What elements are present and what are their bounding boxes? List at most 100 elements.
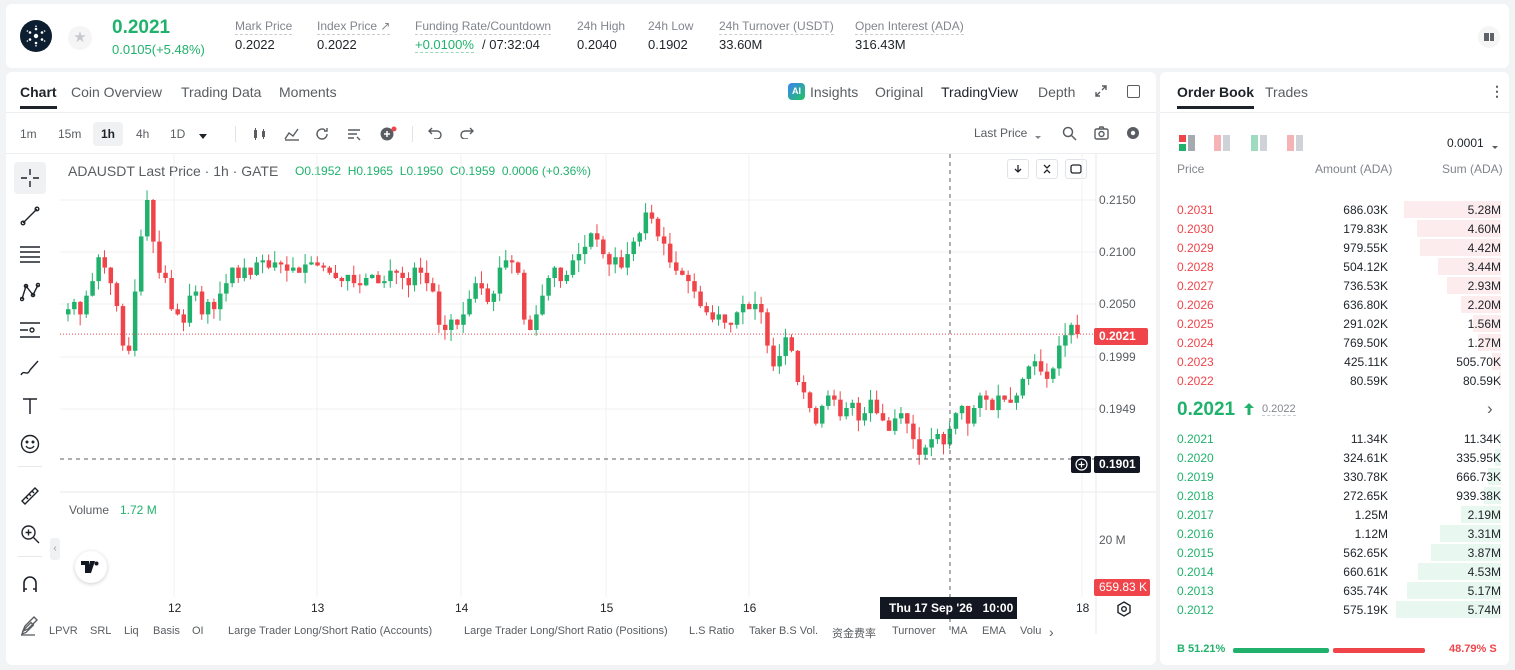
bids-row[interactable]: 0.2017 1.25M 2.19M [1160, 505, 1509, 524]
template-icon[interactable] [347, 127, 361, 144]
zoom-in-icon[interactable] [14, 518, 46, 550]
brush-tool-icon[interactable] [14, 352, 46, 384]
bids-only-view-icon[interactable] [1251, 135, 1267, 154]
bids-row[interactable]: 0.2020 324.61K 335.95K [1160, 448, 1509, 467]
expand-icon[interactable] [1094, 84, 1108, 101]
emoji-tool-icon[interactable] [14, 428, 46, 460]
index-price-label[interactable]: Index Price ↗ [317, 19, 391, 35]
text-tool-icon[interactable] [14, 390, 46, 422]
view-depth[interactable]: Depth [1038, 84, 1076, 100]
indicator-item[interactable]: MA [951, 625, 968, 637]
more-options-icon[interactable]: ⋮ [1490, 83, 1504, 99]
prediction-tool-icon[interactable] [14, 314, 46, 346]
trend-line-tool-icon[interactable] [14, 200, 46, 232]
indicator-item[interactable]: 资金费率 [832, 628, 876, 640]
tab-moments[interactable]: Moments [279, 84, 337, 100]
candlestick-chart[interactable] [60, 154, 1156, 634]
asks-row[interactable]: 0.2026 636.80K 2.20M [1160, 295, 1509, 314]
indicator-item[interactable]: Turnover [892, 625, 936, 637]
view-insights[interactable]: Insights [810, 84, 859, 100]
last-price-select[interactable]: Last Price [974, 126, 1028, 140]
asks-row[interactable]: 0.2025 291.02K 1.56M [1160, 314, 1509, 333]
time-settings-gear-icon[interactable] [1116, 601, 1132, 620]
asks-only-view-icon[interactable] [1214, 135, 1230, 154]
indicator-item[interactable]: LPVR [49, 625, 78, 637]
timeframe-1m[interactable]: 1m [20, 127, 37, 141]
chevron-down-icon[interactable] [1034, 130, 1042, 144]
window-icon[interactable] [1127, 85, 1140, 98]
indicator-item[interactable]: OI [192, 625, 204, 637]
indicator-item[interactable]: Taker B.S Vol. [749, 625, 819, 637]
edit-indicators-icon[interactable] [20, 620, 36, 639]
redo-icon[interactable] [460, 127, 474, 142]
camera-icon[interactable] [1094, 126, 1109, 143]
tradingview-logo-icon[interactable] [75, 551, 107, 583]
turnover-24h-label[interactable]: 24h Turnover (USDT) [719, 19, 834, 35]
favorite-star-icon[interactable]: ★ [68, 26, 92, 50]
asks-row[interactable]: 0.2030 179.83K 4.60M [1160, 219, 1509, 238]
mark-price-label[interactable]: Mark Price [235, 19, 293, 35]
view-original[interactable]: Original [875, 84, 924, 100]
bids-row[interactable]: 0.2021 11.34K 11.34K [1160, 429, 1509, 448]
asks-row[interactable]: 0.2023 425.11K 505.70K [1160, 352, 1509, 371]
bids-row[interactable]: 0.2014 660.61K 4.53M [1160, 562, 1509, 581]
asks-row[interactable]: 0.2031 686.03K 5.28M [1160, 200, 1509, 219]
timeframe-1h[interactable]: 1h [93, 122, 124, 146]
bids-row[interactable]: 0.2019 330.78K 666.73K [1160, 467, 1509, 486]
fullscreen-chart-icon[interactable] [1065, 159, 1087, 179]
indicator-item[interactable]: EMA [982, 625, 1006, 637]
indicator-item[interactable]: Basis [153, 625, 180, 637]
asks-view-icon[interactable] [1287, 135, 1303, 154]
indicator-item[interactable]: Volu [1020, 625, 1042, 637]
tab-order-book[interactable]: Order Book [1177, 84, 1255, 109]
funding-rate-label[interactable]: Funding Rate/Countdown [415, 19, 552, 35]
replay-icon[interactable] [315, 127, 329, 144]
bids-row[interactable]: 0.2018 272.65K 939.38K [1160, 486, 1509, 505]
asks-row[interactable]: 0.2027 736.53K 2.93M [1160, 276, 1509, 295]
precision-chevron-icon[interactable] [1491, 140, 1499, 154]
indicator-item[interactable]: SRL [90, 625, 112, 637]
collapse-toolbar-icon[interactable]: ‹ [50, 538, 60, 560]
mid-chevron-right-icon[interactable]: › [1487, 399, 1493, 418]
pencil-lock-icon[interactable] [14, 608, 46, 640]
fib-tool-icon[interactable] [14, 238, 46, 270]
bids-row[interactable]: 0.2012 575.19K 5.74M [1160, 600, 1509, 619]
magnet-tool-icon[interactable] [14, 568, 46, 600]
indicator-item[interactable]: L.S Ratio [689, 625, 735, 637]
candle-type-icon[interactable] [252, 127, 268, 144]
indicator-item[interactable]: Large Trader Long/Short Ratio (Positions… [464, 625, 668, 637]
scroll-to-latest-icon[interactable] [1007, 159, 1029, 179]
add-line-icon[interactable] [1071, 456, 1091, 473]
pattern-tool-icon[interactable] [14, 276, 46, 308]
open-interest-label[interactable]: Open Interest (ADA) [855, 19, 964, 35]
ruler-tool-icon[interactable] [14, 480, 46, 512]
search-icon[interactable] [1062, 126, 1077, 144]
tab-trading-data[interactable]: Trading Data [181, 84, 262, 100]
bids-row[interactable]: 0.2016 1.12M 3.31M [1160, 524, 1509, 543]
tab-chart[interactable]: Chart [20, 84, 57, 109]
both-sides-view-icon[interactable] [1179, 135, 1195, 154]
indicator-icon[interactable] [284, 127, 300, 144]
timeframe-4h[interactable]: 4h [136, 127, 150, 141]
asks-row[interactable]: 0.2024 769.50K 1.27M [1160, 333, 1509, 352]
timeframe-1d[interactable]: 1D [170, 127, 186, 141]
collapse-chart-icon[interactable] [1036, 159, 1058, 179]
tab-coin-overview[interactable]: Coin Overview [71, 84, 163, 100]
timeframe-15m[interactable]: 15m [58, 127, 82, 141]
asks-row[interactable]: 0.2028 504.12K 3.44M [1160, 257, 1509, 276]
crosshair-tool-icon[interactable] [14, 162, 46, 194]
tab-trades[interactable]: Trades [1265, 84, 1309, 100]
undo-icon[interactable] [428, 127, 442, 142]
settings-gear-icon[interactable] [1126, 126, 1140, 143]
indicator-item[interactable]: Large Trader Long/Short Ratio (Accounts) [228, 625, 433, 637]
asks-row[interactable]: 0.2029 979.55K 4.42M [1160, 238, 1509, 257]
indicator-item[interactable]: Liq [124, 625, 139, 637]
precision-select[interactable]: 0.0001 [1447, 136, 1484, 150]
view-tradingview[interactable]: TradingView [941, 84, 1019, 100]
bids-row[interactable]: 0.2015 562.65K 3.87M [1160, 543, 1509, 562]
bids-row[interactable]: 0.2013 635.74K 5.17M [1160, 581, 1509, 600]
book-icon[interactable] [1478, 26, 1500, 48]
scroll-right-icon[interactable]: › [1049, 624, 1054, 640]
timeframe-dropdown-icon[interactable] [198, 130, 208, 144]
add-alert-icon[interactable] [379, 126, 397, 145]
